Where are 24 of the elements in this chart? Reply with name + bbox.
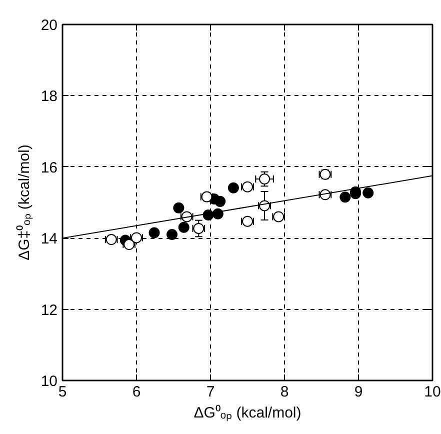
point [340, 192, 351, 203]
point [214, 196, 226, 207]
point [259, 174, 270, 184]
x-tick-label: 8 [280, 384, 289, 400]
point [212, 208, 224, 220]
point [228, 182, 239, 194]
y-tick-label: 12 [40, 302, 58, 319]
point [362, 187, 374, 198]
point [173, 202, 184, 214]
y-tick-label: 14 [40, 230, 58, 248]
x-tick-label: 10 [424, 384, 441, 400]
y-tick-label: 20 [40, 17, 58, 34]
x-tick-label: 9 [354, 384, 363, 400]
point [166, 229, 178, 240]
point [178, 222, 190, 233]
x-tick-label: 7 [206, 384, 215, 400]
x-tick-label: 6 [132, 384, 141, 400]
y-tick-label: 10 [40, 373, 58, 390]
y-axis-title: ΔG‡⁰ₒₚ (kcal/mol) [16, 144, 33, 260]
point [148, 227, 160, 238]
y-tick-label: 16 [40, 159, 58, 176]
x-tick-label: 5 [58, 384, 67, 400]
y-tick-label: 18 [40, 88, 58, 106]
x-axis-title: ΔG⁰ₒₚ (kcal/mol) [194, 404, 302, 422]
